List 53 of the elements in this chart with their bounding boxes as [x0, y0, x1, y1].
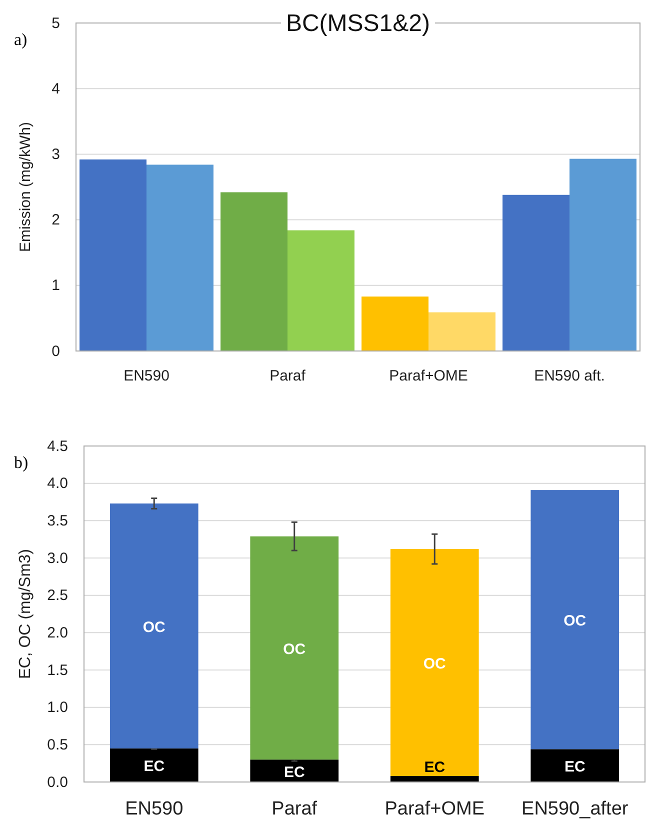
text: a): [14, 30, 28, 49]
y-tick-label: 1.5: [47, 662, 68, 679]
y-axis-title: Emission (mg/kWh): [17, 122, 34, 252]
x-tick-label: EN590_after: [522, 798, 629, 820]
chart-title: BC(MSS1&2): [286, 10, 430, 37]
bar: [250, 536, 339, 760]
series-label: OC: [564, 612, 586, 630]
series-label: EC: [424, 759, 446, 776]
text: b): [14, 453, 28, 472]
text: EC: [564, 758, 586, 776]
y-tick-label: 2.5: [47, 587, 68, 604]
bar: [110, 503, 198, 748]
y-tick-label: 0.5: [47, 736, 68, 754]
y-tick-label: 4.5: [47, 438, 68, 455]
y-tick-label: 3.0: [47, 550, 68, 567]
bar: [530, 749, 620, 782]
x-tick-label: Paraf+OME: [389, 368, 468, 385]
y-tick-label: 5: [52, 14, 60, 32]
text: EC: [144, 758, 165, 776]
bar: [146, 164, 214, 351]
bar: [220, 192, 288, 351]
text: OC: [423, 656, 446, 673]
y-tick-label: 3: [52, 146, 60, 163]
y-tick-label: 0.0: [47, 774, 68, 791]
bar: [570, 158, 636, 351]
bar: [362, 296, 428, 351]
bar: [110, 748, 198, 782]
text: OC: [283, 640, 306, 658]
x-tick-label: Paraf+OME: [384, 798, 485, 820]
bar: [530, 490, 620, 750]
y-tick-label: 1.0: [47, 699, 68, 716]
y-tick-label: 0: [52, 342, 60, 360]
x-tick-label: Paraf: [270, 368, 306, 385]
y-tick-label: 1: [52, 277, 60, 294]
x-tick-label: EN590: [124, 368, 170, 385]
bar: [390, 776, 479, 782]
y-tick-label: 4: [52, 80, 60, 98]
x-tick-label: EN590: [125, 798, 184, 820]
y-tick-label: 2: [52, 212, 60, 229]
text: EC: [284, 764, 305, 781]
x-tick-label: EN590 aft.: [534, 368, 605, 385]
text: OC: [142, 618, 166, 636]
y-tick-label: 3.5: [47, 512, 68, 530]
y-tick-label: 4.0: [47, 475, 68, 492]
y-axis-title: EC, OC (mg/Sm3): [17, 549, 34, 679]
bar: [390, 549, 479, 776]
bar: [502, 194, 570, 351]
y-tick-label: 2.0: [47, 624, 68, 642]
bar: [428, 312, 496, 351]
x-tick-label: Paraf: [272, 798, 318, 820]
bar: [250, 760, 339, 782]
bar: [80, 159, 146, 351]
bar: [288, 230, 354, 351]
